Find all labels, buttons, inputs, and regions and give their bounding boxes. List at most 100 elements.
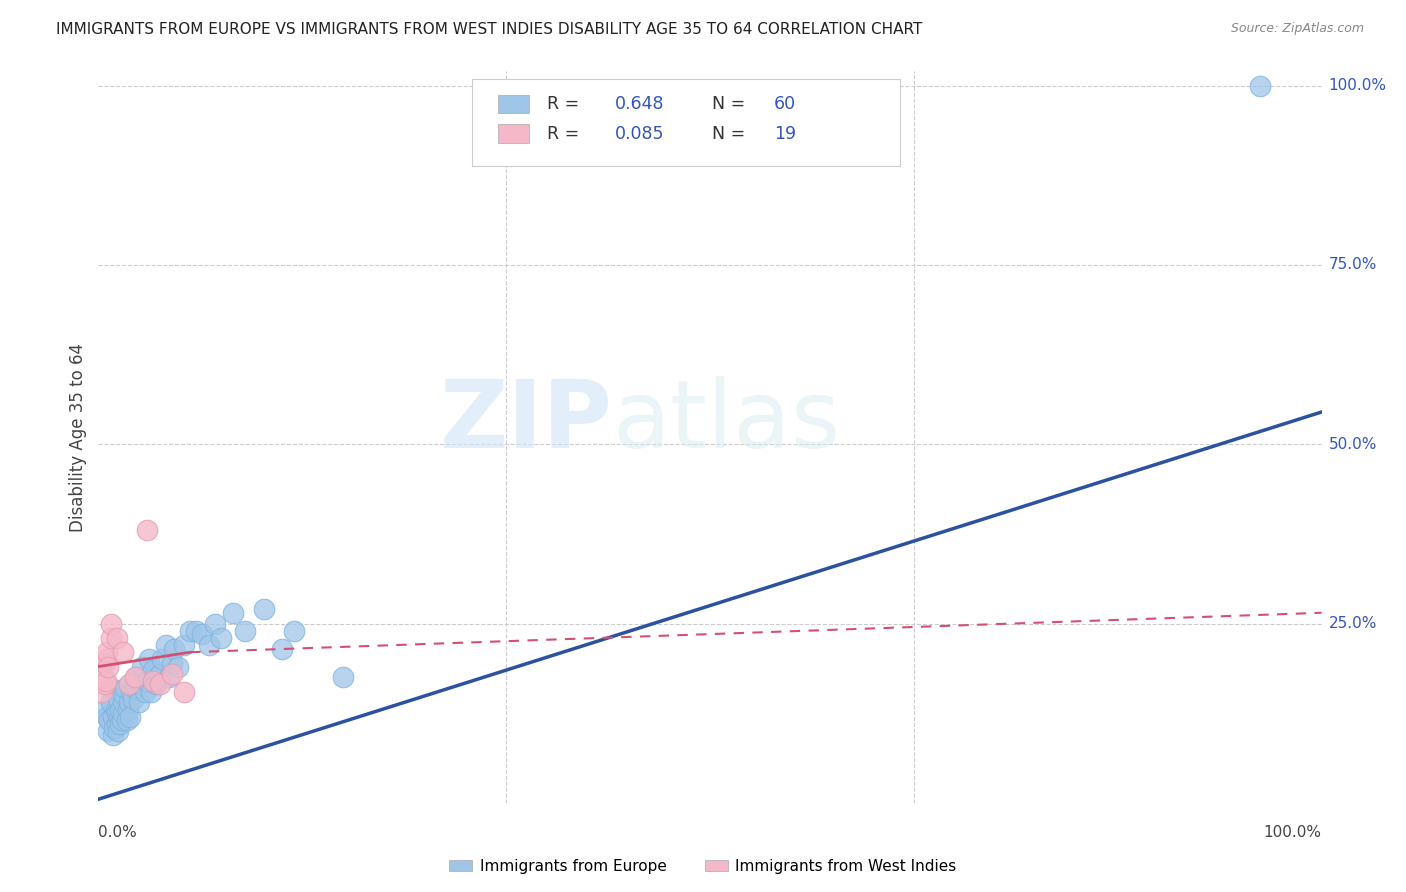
Point: [98, 714, 121, 728]
Point: [1249, 78, 1271, 93]
Point: [107, 691, 129, 706]
Point: [121, 691, 143, 706]
Point: [160, 666, 183, 681]
Point: [129, 677, 152, 691]
Point: [204, 616, 226, 631]
Point: [186, 624, 208, 638]
Text: atlas: atlas: [612, 376, 841, 468]
Point: [136, 524, 159, 538]
Point: [191, 627, 214, 641]
Point: [105, 706, 128, 721]
Point: [283, 624, 305, 638]
Text: 60: 60: [773, 95, 796, 113]
Point: [111, 706, 134, 721]
Text: 100.0%: 100.0%: [1264, 825, 1322, 840]
Point: [233, 624, 256, 638]
Point: [115, 714, 138, 728]
Point: [117, 702, 139, 716]
Point: [173, 638, 195, 652]
Point: [110, 717, 132, 731]
Point: [120, 710, 142, 724]
Text: 0.0%: 0.0%: [98, 825, 138, 840]
Point: [93, 702, 115, 716]
Point: [100, 681, 122, 695]
Point: [112, 688, 135, 702]
Point: [222, 606, 245, 620]
Point: [103, 721, 125, 735]
Point: [150, 652, 173, 666]
Point: [110, 702, 132, 716]
Point: [124, 670, 146, 684]
FancyBboxPatch shape: [498, 95, 529, 113]
Point: [125, 670, 148, 684]
Text: Source: ZipAtlas.com: Source: ZipAtlas.com: [1230, 22, 1364, 36]
Point: [167, 659, 190, 673]
Point: [270, 641, 294, 656]
Text: 50.0%: 50.0%: [1329, 437, 1376, 451]
Point: [94, 652, 117, 666]
Point: [138, 652, 160, 666]
Point: [118, 677, 141, 691]
Text: 0.085: 0.085: [614, 125, 664, 143]
Point: [145, 677, 167, 691]
Point: [111, 714, 134, 728]
Text: 19: 19: [773, 125, 796, 143]
Point: [252, 602, 274, 616]
Point: [105, 717, 128, 731]
Point: [101, 728, 124, 742]
Point: [160, 656, 183, 670]
Legend: Immigrants from Europe, Immigrants from West Indies: Immigrants from Europe, Immigrants from …: [443, 853, 963, 880]
Text: 25.0%: 25.0%: [1329, 616, 1376, 631]
Point: [94, 673, 117, 688]
Text: 0.648: 0.648: [614, 95, 664, 113]
Point: [111, 645, 134, 659]
Point: [104, 702, 127, 716]
Point: [139, 684, 162, 698]
Point: [128, 695, 150, 709]
Point: [93, 656, 115, 670]
Point: [97, 724, 120, 739]
Point: [93, 677, 115, 691]
Point: [136, 673, 159, 688]
Point: [96, 710, 118, 724]
Point: [149, 666, 172, 681]
FancyBboxPatch shape: [498, 124, 529, 143]
Point: [134, 684, 156, 698]
Text: R =: R =: [547, 125, 585, 143]
Point: [101, 710, 124, 724]
Point: [96, 645, 118, 659]
Point: [173, 684, 195, 698]
Point: [131, 659, 153, 673]
Point: [142, 673, 165, 688]
Point: [142, 663, 165, 677]
Point: [105, 631, 128, 645]
Text: IMMIGRANTS FROM EUROPE VS IMMIGRANTS FROM WEST INDIES DISABILITY AGE 35 TO 64 CO: IMMIGRANTS FROM EUROPE VS IMMIGRANTS FRO…: [56, 22, 922, 37]
Text: R =: R =: [547, 95, 585, 113]
Point: [100, 631, 122, 645]
Point: [100, 616, 122, 631]
Point: [120, 684, 142, 698]
Point: [149, 677, 172, 691]
Point: [100, 695, 122, 709]
Text: N =: N =: [713, 125, 751, 143]
Point: [155, 638, 177, 652]
Point: [179, 624, 201, 638]
Point: [118, 695, 141, 709]
Text: ZIP: ZIP: [439, 376, 612, 468]
Y-axis label: Disability Age 35 to 64: Disability Age 35 to 64: [69, 343, 87, 532]
Point: [209, 631, 232, 645]
Point: [163, 641, 186, 656]
Text: 100.0%: 100.0%: [1329, 78, 1386, 93]
Point: [91, 684, 114, 698]
Point: [91, 670, 114, 684]
Point: [157, 670, 180, 684]
Point: [97, 659, 120, 673]
FancyBboxPatch shape: [471, 78, 900, 167]
Point: [114, 681, 136, 695]
Point: [332, 670, 354, 684]
Point: [124, 681, 146, 695]
Text: N =: N =: [713, 95, 751, 113]
Point: [107, 724, 129, 739]
Point: [108, 710, 131, 724]
Point: [111, 695, 134, 709]
